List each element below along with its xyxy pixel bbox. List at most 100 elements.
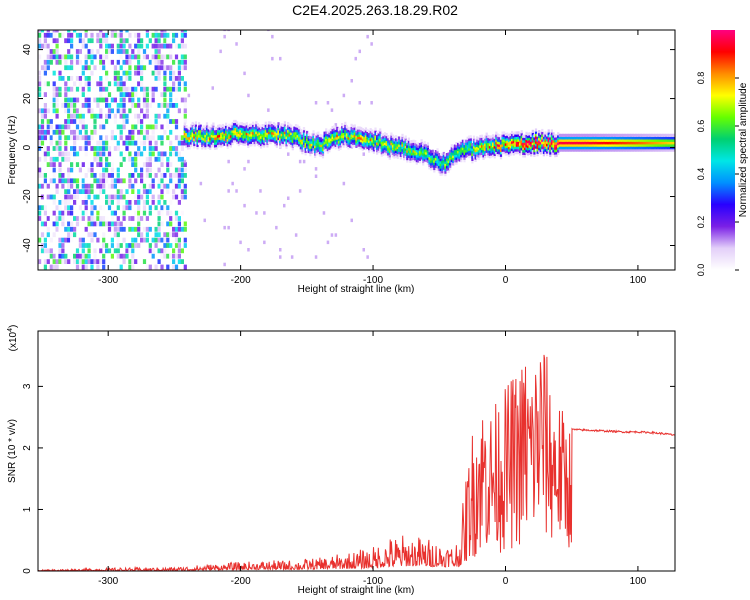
heatmap-cell (137, 32, 141, 38)
heatmap-cell (266, 132, 269, 136)
heatmap-cell (314, 145, 317, 149)
heatmap-cell (186, 136, 190, 140)
heatmap-cell (568, 138, 571, 142)
heatmap-cell (84, 205, 88, 211)
heatmap-cell (145, 135, 149, 141)
heatmap-cell (70, 178, 74, 184)
heatmap-cell (406, 139, 409, 143)
heatmap-cell (450, 151, 453, 155)
heatmap-cell (388, 141, 391, 146)
heatmap-cell (334, 138, 337, 143)
heatmap-cell (185, 142, 188, 146)
heatmap-cell (433, 154, 436, 158)
heatmap-cell (519, 145, 522, 149)
heatmap-cell (154, 243, 158, 248)
heatmap-cell (294, 141, 298, 145)
heatmap-cell (670, 136, 673, 140)
heatmap-cell (476, 138, 479, 143)
heatmap-cell (38, 167, 42, 173)
heatmap-cell (345, 127, 348, 131)
heatmap-cell (58, 237, 62, 243)
heatmap-cell (232, 124, 236, 128)
heatmap-cell (649, 146, 652, 150)
heatmap-cell (360, 139, 363, 143)
heatmap-cell (612, 148, 615, 152)
heatmap-cell (571, 141, 574, 145)
heatmap-cell (174, 167, 179, 173)
heatmap-cell (550, 146, 553, 150)
heatmap-cell (93, 216, 97, 221)
heatmap-cell (183, 127, 186, 131)
heatmap-cell (558, 133, 561, 137)
heatmap-cell (269, 138, 272, 142)
heatmap-cell (221, 141, 224, 145)
heatmap-cell (425, 149, 428, 153)
heatmap-cell (212, 129, 215, 134)
heatmap-cell (70, 183, 74, 189)
heatmap-cell (530, 138, 533, 142)
heatmap-cell (231, 124, 234, 128)
heatmap-cell (283, 140, 286, 144)
heatmap-cell (455, 144, 458, 148)
heatmap-cell (134, 156, 138, 162)
heatmap-cell (321, 150, 325, 154)
heatmap-cell (67, 189, 71, 194)
heatmap-cell (480, 142, 484, 146)
heatmap-cell (608, 136, 611, 140)
heatmap-cell (210, 144, 213, 148)
heatmap-cell (415, 146, 418, 150)
heatmap-cell (321, 140, 325, 144)
heatmap-cell (504, 137, 507, 141)
heatmap-cell (232, 139, 236, 143)
heatmap-cell (272, 122, 275, 126)
heatmap-cell (58, 124, 62, 130)
heatmap-cell (188, 146, 191, 150)
heatmap-cell (46, 146, 50, 151)
heatmap-cell (75, 183, 80, 189)
heatmap-cell (453, 149, 456, 153)
heatmap-cell (73, 189, 77, 194)
heatmap-cell (666, 133, 669, 137)
heatmap-cell (314, 149, 317, 154)
heatmap-cell (225, 137, 228, 141)
heatmap-cell (163, 200, 167, 205)
heatmap-cell (563, 136, 566, 140)
heatmap-cell (539, 146, 542, 150)
heatmap-cell (511, 138, 514, 142)
heatmap-cell (99, 65, 103, 71)
heatmap-cell (174, 194, 179, 200)
heatmap-cell (169, 178, 173, 184)
heatmap-cell (410, 140, 414, 144)
heatmap-cell (217, 137, 220, 141)
heatmap-cell (423, 146, 426, 150)
heatmap-cell (507, 151, 511, 155)
heatmap-cell (125, 70, 129, 76)
heatmap-cell (226, 131, 229, 135)
heatmap-cell (350, 79, 353, 83)
heatmap-cell (341, 137, 344, 141)
heatmap-cell (334, 129, 337, 133)
heatmap-cell (38, 54, 42, 60)
heatmap-cell (328, 131, 331, 136)
heatmap-cell (223, 127, 226, 132)
heatmap-cell (608, 138, 611, 142)
heatmap-cell (353, 134, 356, 138)
heatmap-cell (248, 123, 251, 127)
heatmap-cell (277, 136, 280, 141)
heatmap-cell (479, 149, 482, 153)
heatmap-cell (122, 92, 126, 97)
heatmap-cell (148, 38, 152, 44)
heatmap-cell (476, 148, 479, 152)
heatmap-cell (172, 146, 176, 151)
heatmap-cell (172, 264, 176, 270)
heatmap-cell (484, 147, 487, 151)
heatmap-cell (177, 253, 181, 259)
heatmap-cell (474, 158, 477, 162)
heatmap-cell (347, 146, 350, 150)
heatmap-cell (573, 148, 576, 152)
heatmap-cell (119, 124, 123, 130)
heatmap-cell (644, 133, 647, 137)
heatmap-cell (274, 138, 277, 142)
heatmap-cell (344, 121, 347, 125)
heatmap-cell (40, 113, 45, 119)
